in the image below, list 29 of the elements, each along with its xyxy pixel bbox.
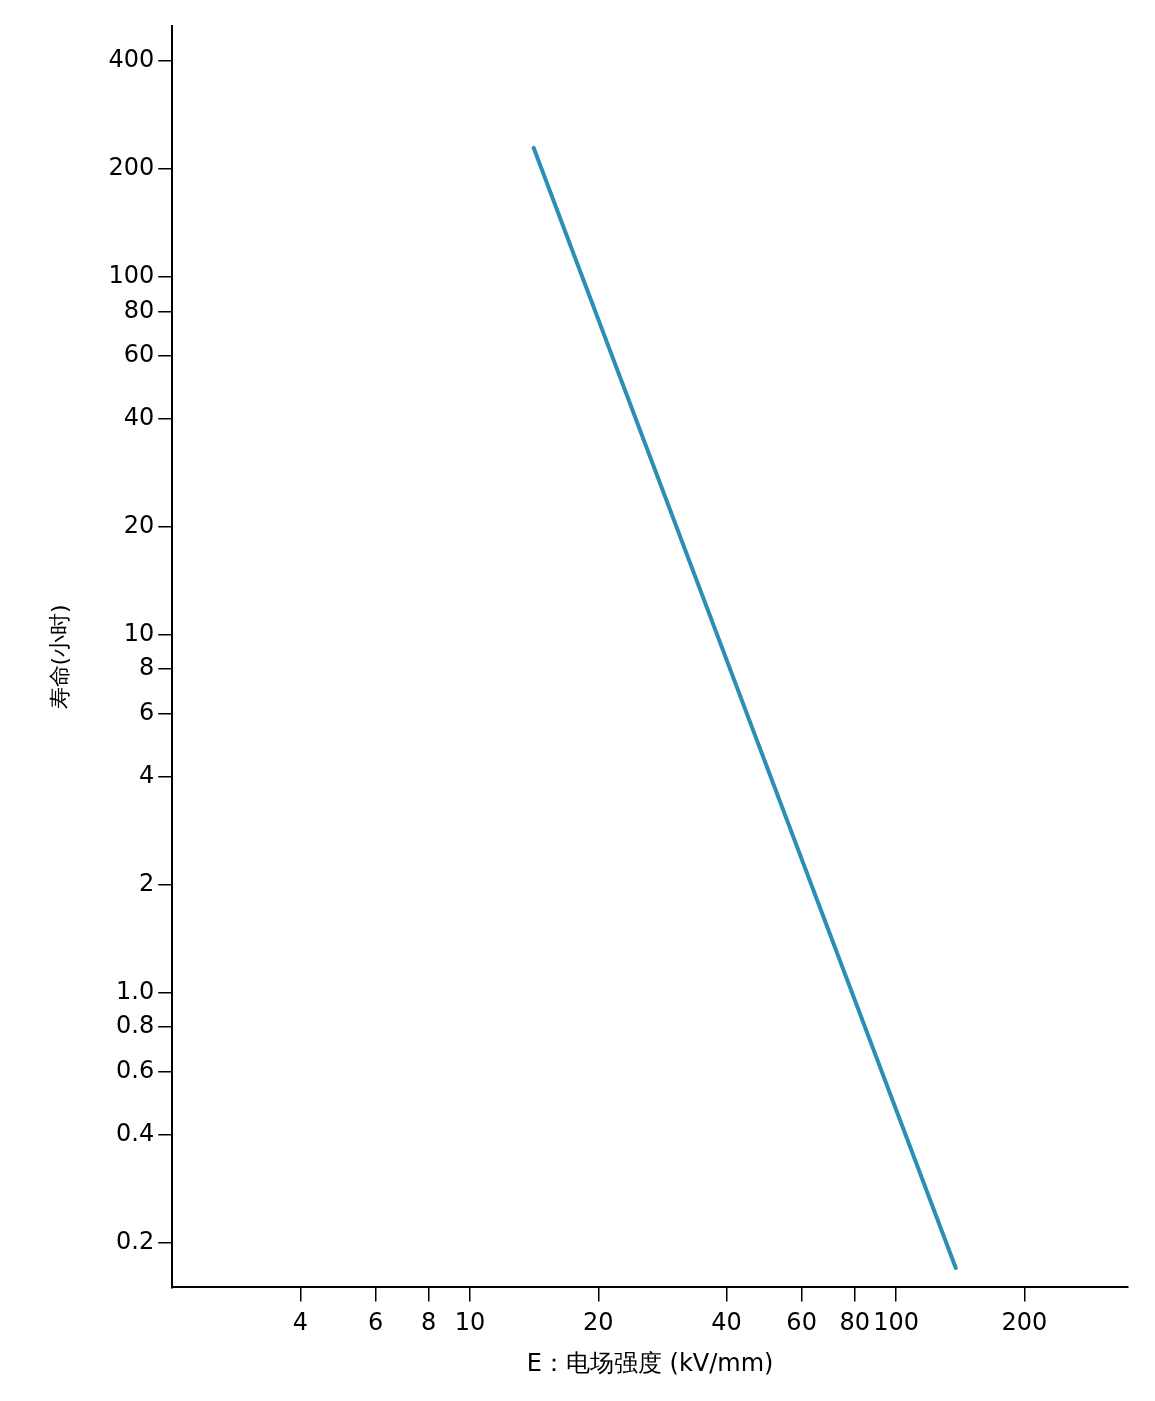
- y-tick-label: 10: [123, 618, 155, 647]
- y-tick-label: 60: [123, 340, 155, 369]
- y-tick-label: 0.6: [116, 1056, 155, 1085]
- x-tick-label: 200: [1001, 1308, 1048, 1337]
- x-tick-label: 100: [873, 1308, 920, 1337]
- x-tick-label: 10: [454, 1308, 486, 1337]
- y-tick-label: 6: [138, 698, 155, 727]
- x-tick-label: 8: [421, 1308, 437, 1337]
- x-tick-label: 4: [292, 1308, 309, 1337]
- y-tick-label: 0.2: [116, 1226, 155, 1255]
- y-tick-label: 2: [138, 868, 155, 897]
- x-tick-label: 60: [786, 1308, 817, 1337]
- y-tick-label: 1.0: [116, 976, 155, 1005]
- y-tick-label: 20: [123, 511, 155, 540]
- y-tick-label: 40: [123, 403, 155, 432]
- x-axis-title: E：电场强度 (kV/mm): [526, 1348, 774, 1377]
- y-tick-label: 400: [108, 45, 155, 74]
- x-tick-label: 80: [839, 1308, 871, 1337]
- x-tick-label: 6: [367, 1308, 384, 1337]
- y-tick-label: 4: [138, 761, 155, 790]
- y-tick-label: 100: [108, 260, 155, 289]
- y-tick-label: 0.4: [116, 1119, 155, 1148]
- y-axis-title: 寿命(小时): [46, 604, 72, 710]
- y-tick-label: 8: [138, 653, 155, 682]
- y-tick-label: 0.8: [116, 1011, 155, 1040]
- y-tick-label: 200: [108, 153, 155, 182]
- y-tick-label: 80: [123, 295, 155, 324]
- x-tick-label: 40: [711, 1308, 742, 1337]
- x-tick-label: 20: [583, 1308, 614, 1337]
